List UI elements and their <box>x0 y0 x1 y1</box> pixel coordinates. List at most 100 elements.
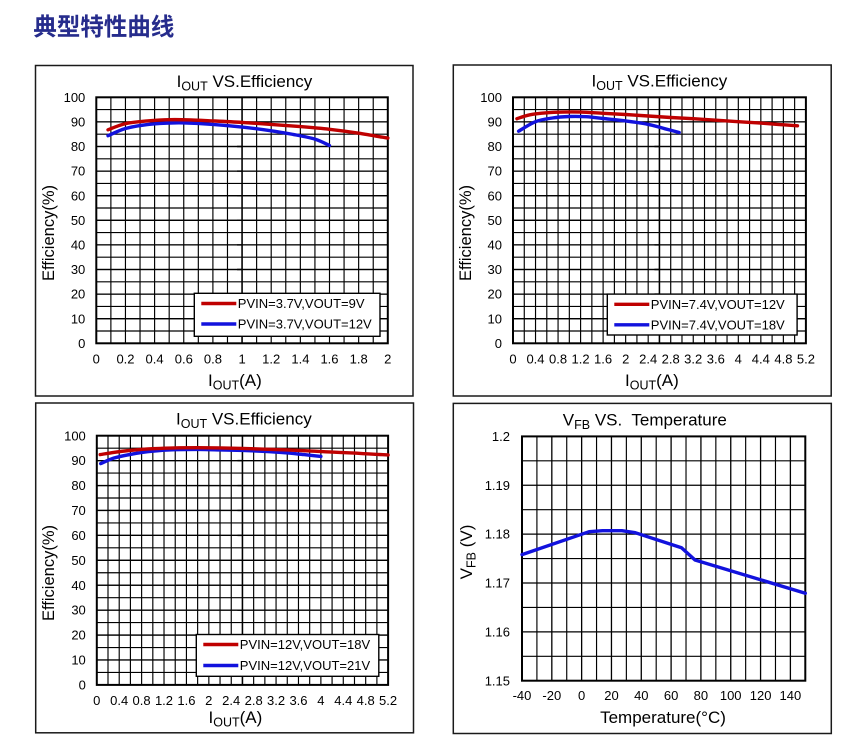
svg-text:120: 120 <box>750 688 772 703</box>
svg-text:2: 2 <box>622 352 629 367</box>
svg-text:100: 100 <box>720 688 742 703</box>
svg-text:2: 2 <box>205 693 212 708</box>
svg-text:1.18: 1.18 <box>485 527 510 542</box>
svg-text:20: 20 <box>488 287 502 302</box>
svg-text:1.2: 1.2 <box>572 352 590 367</box>
svg-text:20: 20 <box>71 287 85 302</box>
svg-text:3.2: 3.2 <box>684 352 702 367</box>
svg-text:2: 2 <box>384 352 391 367</box>
svg-text:80: 80 <box>694 688 708 703</box>
svg-text:1.2: 1.2 <box>155 693 173 708</box>
svg-text:1.8: 1.8 <box>350 352 368 367</box>
svg-text:IOUT VS.Efficiency: IOUT VS.Efficiency <box>176 410 312 432</box>
svg-text:30: 30 <box>488 262 502 277</box>
svg-text:0.4: 0.4 <box>146 352 164 367</box>
svg-text:60: 60 <box>488 188 502 203</box>
svg-text:0: 0 <box>93 693 100 708</box>
svg-text:1.16: 1.16 <box>485 624 510 639</box>
svg-text:60: 60 <box>664 688 678 703</box>
svg-text:4: 4 <box>317 693 324 708</box>
svg-text:1.6: 1.6 <box>177 693 195 708</box>
svg-text:IOUT(A): IOUT(A) <box>625 371 679 393</box>
svg-text:PVIN=12V,VOUT=21V: PVIN=12V,VOUT=21V <box>240 658 371 673</box>
svg-text:0.8: 0.8 <box>204 352 222 367</box>
svg-text:0: 0 <box>578 688 585 703</box>
svg-text:PVIN=3.7V,VOUT=9V: PVIN=3.7V,VOUT=9V <box>238 296 365 311</box>
svg-text:60: 60 <box>71 528 85 543</box>
svg-text:2.8: 2.8 <box>662 352 680 367</box>
svg-text:IOUT(A): IOUT(A) <box>209 708 263 730</box>
svg-text:70: 70 <box>71 503 85 518</box>
svg-text:2.8: 2.8 <box>245 693 263 708</box>
svg-text:30: 30 <box>71 603 85 618</box>
svg-text:0.8: 0.8 <box>549 352 567 367</box>
svg-text:IOUT VS.Efficiency: IOUT VS.Efficiency <box>592 72 728 94</box>
svg-text:1.4: 1.4 <box>291 352 309 367</box>
svg-text:40: 40 <box>488 238 502 253</box>
svg-text:5.2: 5.2 <box>379 693 397 708</box>
svg-text:4.4: 4.4 <box>752 352 770 367</box>
svg-text:90: 90 <box>71 453 85 468</box>
svg-text:0: 0 <box>509 352 516 367</box>
svg-text:1.17: 1.17 <box>485 576 510 591</box>
svg-text:10: 10 <box>71 653 85 668</box>
svg-text:0: 0 <box>78 336 85 351</box>
svg-text:PVIN=3.7V,VOUT=12V: PVIN=3.7V,VOUT=12V <box>238 317 372 332</box>
svg-text:20: 20 <box>71 628 85 643</box>
svg-text:VFB (V): VFB (V) <box>457 525 479 580</box>
svg-text:0.6: 0.6 <box>175 352 193 367</box>
svg-text:Efficiency(%): Efficiency(%) <box>40 185 58 281</box>
svg-text:4: 4 <box>735 352 742 367</box>
svg-text:50: 50 <box>71 213 85 228</box>
svg-text:1.19: 1.19 <box>485 478 510 493</box>
svg-text:70: 70 <box>488 164 502 179</box>
svg-text:100: 100 <box>64 90 86 105</box>
svg-text:10: 10 <box>488 311 502 326</box>
svg-text:10: 10 <box>71 311 85 326</box>
svg-text:1.15: 1.15 <box>485 673 510 688</box>
svg-text:IOUT VS.Efficiency: IOUT VS.Efficiency <box>177 72 313 94</box>
svg-text:90: 90 <box>71 115 85 130</box>
svg-text:80: 80 <box>488 139 502 154</box>
svg-text:1.2: 1.2 <box>262 352 280 367</box>
svg-text:3.2: 3.2 <box>267 693 285 708</box>
svg-text:0: 0 <box>93 352 100 367</box>
svg-text:3.6: 3.6 <box>289 693 307 708</box>
svg-text:3.6: 3.6 <box>707 352 725 367</box>
svg-text:100: 100 <box>64 428 86 443</box>
svg-text:Efficiency(%): Efficiency(%) <box>457 185 475 281</box>
svg-text:60: 60 <box>71 188 85 203</box>
svg-text:0.4: 0.4 <box>526 352 544 367</box>
svg-text:PVIN=7.4V,VOUT=12V: PVIN=7.4V,VOUT=12V <box>651 297 785 312</box>
svg-text:IOUT(A): IOUT(A) <box>208 371 262 393</box>
svg-text:2.4: 2.4 <box>222 693 240 708</box>
svg-text:40: 40 <box>71 578 85 593</box>
svg-text:70: 70 <box>71 164 85 179</box>
svg-text:0: 0 <box>79 678 86 693</box>
svg-text:4.8: 4.8 <box>357 693 375 708</box>
svg-text:140: 140 <box>780 688 802 703</box>
svg-text:0.8: 0.8 <box>133 693 151 708</box>
svg-text:0: 0 <box>495 336 502 351</box>
svg-text:-40: -40 <box>513 688 532 703</box>
svg-text:30: 30 <box>71 262 85 277</box>
svg-text:1: 1 <box>238 352 245 367</box>
svg-text:1.2: 1.2 <box>492 429 510 444</box>
svg-text:1.6: 1.6 <box>594 352 612 367</box>
svg-text:20: 20 <box>604 688 618 703</box>
svg-text:Temperature(°C): Temperature(°C) <box>600 708 726 727</box>
svg-text:5.2: 5.2 <box>797 352 815 367</box>
svg-text:80: 80 <box>71 139 85 154</box>
svg-text:0.4: 0.4 <box>110 693 128 708</box>
svg-text:Efficiency(%): Efficiency(%) <box>40 525 58 621</box>
svg-text:40: 40 <box>634 688 648 703</box>
svg-text:4.8: 4.8 <box>774 352 792 367</box>
svg-text:50: 50 <box>71 553 85 568</box>
svg-text:2.4: 2.4 <box>639 352 657 367</box>
svg-text:100: 100 <box>480 90 502 105</box>
svg-text:VFB VS. Temperature: VFB VS. Temperature <box>563 411 727 433</box>
svg-text:PVIN=12V,VOUT=18V: PVIN=12V,VOUT=18V <box>240 637 371 652</box>
svg-text:80: 80 <box>71 478 85 493</box>
svg-text:4.4: 4.4 <box>334 693 352 708</box>
svg-text:0.2: 0.2 <box>116 352 134 367</box>
